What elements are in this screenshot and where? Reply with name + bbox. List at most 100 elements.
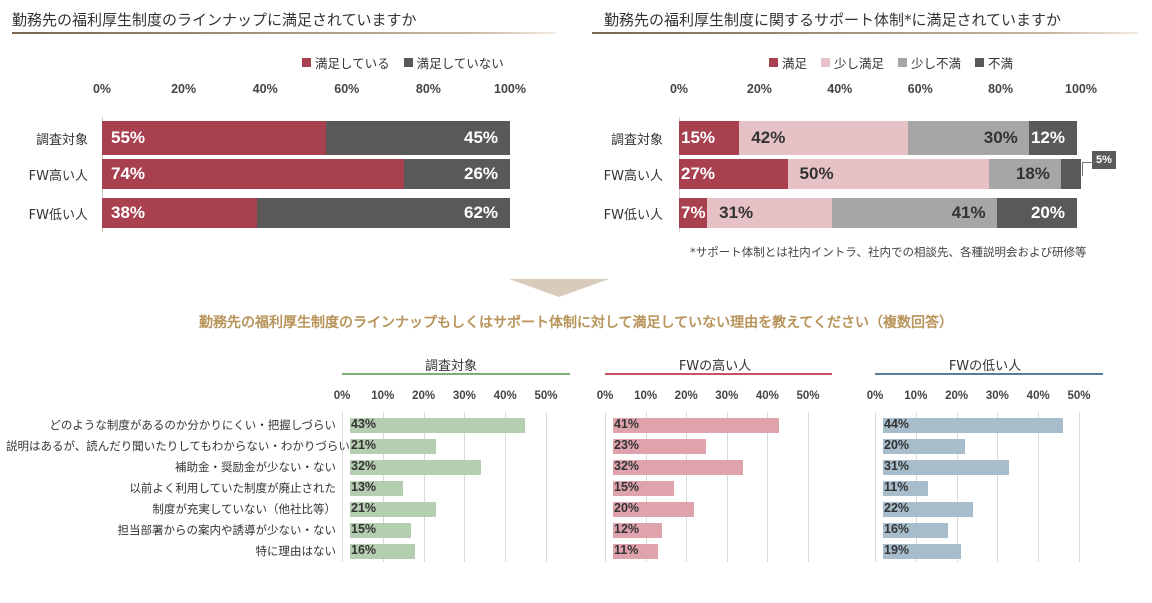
grid-line [605,412,606,562]
reason-label: どのような制度があるのか分かりにくい・把握しづらい [49,418,336,432]
x-tick-label: 30% [985,390,1009,402]
data-label: 13% [351,480,377,494]
x-tick-label: 0% [92,82,112,96]
panel-title-underline [605,373,832,375]
chart2-legend: 満足 少し満足 少し不満 不満 [769,53,1013,72]
x-tick-label: 40% [755,390,779,402]
x-tick-label: 0% [669,82,689,96]
bar [613,418,780,433]
bar [883,481,928,496]
data-label: 12% [614,522,640,536]
chart2-title-underline [592,32,1138,34]
data-label: 21% [351,438,377,452]
legend-item-satisfied: 満足 [769,53,807,72]
data-label: 22% [884,501,910,515]
x-tick-label: 30% [715,390,739,402]
x-tick-label: 10% [371,390,395,402]
reason-label: 補助金・奨励金が少ない・ない [175,460,336,474]
legend-item-slightly-unsatisfied: 少し不満 [898,53,961,72]
data-label: 27% [681,164,716,183]
data-label: 38% [111,203,146,222]
reason-label: 説明はあるが、読んだり聞いたりしてもわからない・わかりづらい [6,439,350,453]
data-label: 32% [614,459,640,473]
bar [613,481,674,496]
data-label: 21% [351,501,377,515]
bar-segment [102,159,404,189]
data-label: 31% [719,203,754,222]
bar [350,502,436,517]
bar-row: 55% 45% [102,121,510,155]
bar-segment [739,121,909,155]
data-label: 7% [681,203,706,222]
legend-label: 少し不満 [911,56,962,71]
legend-swatch [769,58,778,67]
data-label: 15% [681,128,716,147]
x-tick-label: 50% [796,390,820,402]
panel-title: 調査対象 [424,359,478,374]
panel-title-underline [875,373,1103,375]
grid-line [1038,412,1040,562]
grid-line [423,412,425,562]
data-label: 15% [614,480,640,494]
bar [350,544,416,559]
bar-segment [908,121,1029,155]
bar-segment [326,121,510,155]
x-tick-label: 100% [1065,82,1097,96]
data-label: 55% [111,128,146,147]
x-tick-label: 20% [674,390,698,402]
chart2-footnote: *サポート体制とは社内イントラ、社内での相談先、各種説明会および研修等 [690,245,1087,259]
grid-line [767,412,769,562]
x-tick-label: 20% [945,390,969,402]
x-tick-label: 40% [827,82,853,96]
data-label: 12% [1030,128,1065,147]
callout-label: 5% [1092,151,1116,169]
grid-line [464,412,466,562]
bar-segment [679,159,788,189]
bar [883,502,973,517]
bar [613,439,707,454]
reason-question: 勤務先の福利厚生制度のラインナップもしくはサポート体制に対して満足していない理由… [198,315,954,331]
bar-segment [679,198,708,228]
row-label: 調査対象 [35,133,88,148]
chart1-title: 勤務先の福利厚生制度のラインナップに満足されていますか [12,11,417,29]
chart1-plot: 0% 20% 40% 60% 80% 100% 調査対象 55% 45% FW高い人 74% 26% F… [29,82,526,236]
chart2-title: 勤務先の福利厚生制度に関するサポート体制*に満足されていますか [604,11,1062,29]
legend-item-slightly-satisfied: 少し満足 [821,53,884,72]
x-tick-label: 30% [452,390,476,402]
data-label: 26% [464,164,499,183]
data-label: 20% [1030,203,1065,222]
x-tick-label: 50% [534,390,558,402]
chart1-title-underline [12,32,556,34]
grid-line [1079,412,1080,562]
legend-swatch [821,58,831,67]
data-label: 15% [351,522,377,536]
bar [883,544,961,559]
bar-segment [1028,121,1077,155]
x-tick-label: 80% [415,82,441,96]
bar [350,523,412,538]
x-tick-label: 0% [333,390,351,402]
data-label: 44% [884,417,910,431]
chart2-plot: 0% 20% 40% 60% 80% 100% 調査対象 15% 42% 30% 12% FW高い人 2… [604,82,1097,236]
bar-segment [102,121,327,155]
data-label: 19% [884,543,910,557]
grid-line [546,412,547,562]
chart1-legend: 満足している 満足していない [302,53,504,72]
bar-segment [403,159,510,189]
reason-label: 制度が充実していない（他社比等） [152,502,336,516]
x-tick-label: 0% [596,390,614,402]
bar-row: 7% 31% 41% 20% [679,198,1081,228]
bar [883,418,1063,433]
legend-label: 少し満足 [834,56,885,71]
reason-label: 特に理由はない [255,544,337,558]
data-label: 30% [983,128,1018,147]
bar [350,481,404,496]
bar-segment [787,159,989,189]
callout-leader [1082,162,1094,163]
x-tick-label: 40% [1026,390,1050,402]
grid-line [726,412,728,562]
data-label: 18% [1015,164,1050,183]
grid-line [686,412,688,562]
legend-label: 満足 [782,56,808,71]
data-label: 41% [614,417,640,431]
